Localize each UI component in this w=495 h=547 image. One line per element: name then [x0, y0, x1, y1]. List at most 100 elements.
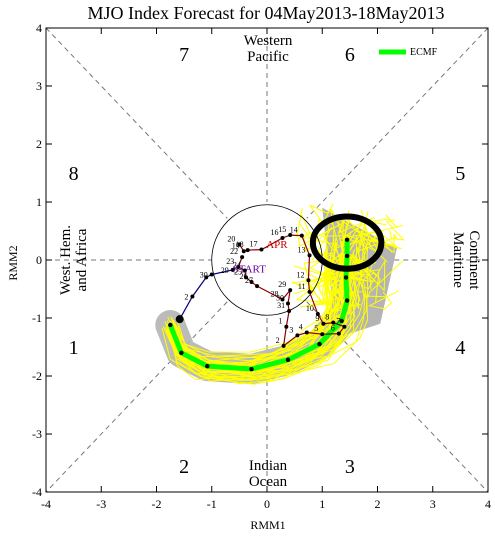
- april-path-label: 16: [270, 228, 278, 237]
- forecast-mean-point: [179, 350, 184, 355]
- phase-divider-lines: [45, 27, 489, 493]
- ensemble-member-line: [341, 225, 368, 268]
- april-path-label: 9: [315, 314, 319, 323]
- region-top-line2: Pacific: [247, 49, 289, 65]
- x-tick-label: 0: [264, 497, 270, 511]
- april-path-point: [315, 311, 320, 316]
- april-path-point: [281, 343, 286, 348]
- april-path-label: 25: [234, 267, 242, 276]
- ensemble-member-line: [294, 271, 331, 311]
- april-path-label: 18: [236, 240, 244, 249]
- x-tick-label: 2: [375, 497, 381, 511]
- april-path-point: [288, 233, 293, 238]
- april-path-label: 27: [245, 276, 253, 285]
- april-path-label: 4: [299, 323, 303, 332]
- april-path-point: [242, 268, 247, 273]
- phase-label: 5: [455, 163, 465, 185]
- region-right-line1: Maritime: [450, 232, 466, 288]
- forecast-mean-point: [344, 237, 350, 242]
- april-path-point: [287, 309, 292, 314]
- y-axis-label: RMM2: [6, 245, 20, 280]
- path-marker-label: START: [233, 264, 267, 276]
- ensemble-member-line: [349, 244, 380, 279]
- ensemble-member-line: [178, 246, 369, 373]
- april-path-label: 28: [270, 289, 278, 298]
- ensemble-member-line: [333, 271, 360, 288]
- ensemble-member-line: [368, 290, 400, 310]
- region-top-line1: Western: [244, 33, 293, 49]
- ensemble-member-line: [333, 233, 366, 263]
- april-path-label: 23: [226, 257, 234, 266]
- april-path-point: [321, 321, 326, 326]
- divider-line: [306, 301, 489, 493]
- april-path-point: [280, 235, 285, 240]
- ensemble-member-line: [174, 220, 352, 362]
- april-path-label: 24: [233, 260, 241, 269]
- y-tick-label: 1: [36, 195, 42, 209]
- y-tick-label: 0: [36, 253, 42, 267]
- april-path-point: [237, 242, 242, 247]
- april-path-label: 6: [331, 324, 335, 333]
- april-path-label: 5: [314, 324, 318, 333]
- legend-label: ECMF: [410, 47, 438, 58]
- april-path-point: [336, 331, 341, 336]
- observed-path-label: 30: [200, 271, 208, 280]
- region-left-line2: and Africa: [74, 228, 90, 291]
- ensemble-member-line: [338, 216, 375, 248]
- ensemble-member-line: [341, 271, 374, 309]
- y-tick-label: -2: [32, 369, 42, 383]
- ensemble-member-line: [363, 260, 403, 298]
- april-path-label: 3: [289, 325, 293, 334]
- phase-label: 6: [345, 44, 355, 66]
- april-path-point: [299, 233, 304, 238]
- april-path-label: 26: [240, 272, 248, 281]
- path-markers: START APR: [233, 239, 289, 276]
- path-marker-label: APR: [266, 239, 288, 251]
- april-path-label: 22: [230, 247, 238, 256]
- region-bottom-line2: Ocean: [249, 474, 288, 490]
- ensemble-member-line: [291, 265, 331, 289]
- april-path-label: 15: [278, 225, 286, 234]
- observed-path-point: [230, 267, 235, 272]
- divider-line: [306, 27, 489, 219]
- forecast-mean-point: [168, 322, 173, 328]
- observed-path-point: [209, 272, 214, 277]
- forecast-mean-point: [317, 341, 322, 347]
- y-tick-label: 3: [36, 79, 42, 93]
- x-axis-label: RMM1: [250, 518, 285, 532]
- x-tick-label: -3: [96, 497, 106, 511]
- x-tick-label: -4: [41, 497, 51, 511]
- april-path-point: [284, 324, 289, 329]
- phase-label: 4: [455, 337, 465, 359]
- region-right-line2: Continent: [466, 230, 482, 290]
- x-tick-label: 1: [319, 497, 325, 511]
- april-path-point: [295, 333, 300, 338]
- april-path-point: [249, 280, 254, 285]
- april-path-point: [331, 320, 336, 325]
- april-path-point: [285, 301, 290, 306]
- april-path-label: 11: [298, 282, 306, 291]
- april-path-label: 30: [276, 294, 284, 303]
- phase-label: 2: [179, 456, 189, 478]
- april-path-label: 14: [290, 226, 298, 235]
- april-path-point: [245, 248, 250, 253]
- april-path-point: [244, 275, 249, 280]
- april-path-point: [306, 278, 311, 283]
- observed-path-label: 2: [184, 293, 188, 302]
- forecast-mean-point: [343, 275, 349, 280]
- april-path-point: [280, 297, 285, 302]
- april-path-label: 19: [232, 241, 240, 250]
- ensemble-member-line: [338, 218, 364, 251]
- observed-path-point: [204, 275, 209, 280]
- april-path-point: [288, 288, 293, 293]
- april-path-point: [240, 255, 245, 260]
- april-path-label: 8: [325, 313, 329, 322]
- observed-path-label: 29: [221, 266, 229, 275]
- phase-label: 8: [69, 163, 79, 185]
- highlight-circle: [309, 213, 385, 272]
- x-tick-label: -1: [207, 497, 217, 511]
- phase-label: 7: [179, 44, 189, 66]
- april-path-point: [307, 253, 312, 258]
